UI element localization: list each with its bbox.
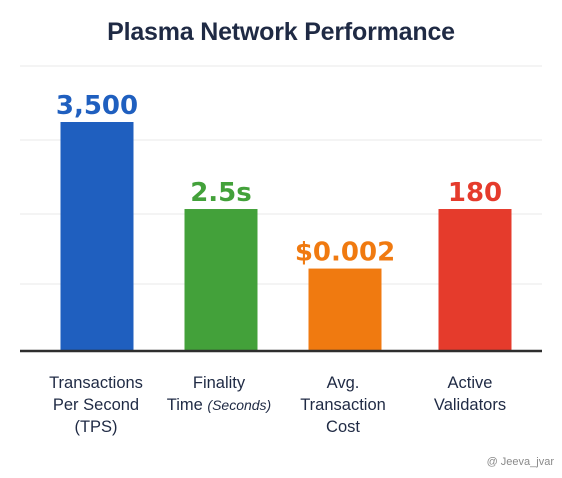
bar [60, 122, 134, 351]
bar [308, 268, 382, 351]
category-label-validators: Active Validators [405, 372, 535, 416]
data-labels: 3,500 2.5s $0.002 180 [56, 91, 502, 268]
data-label: 2.5s [190, 178, 252, 208]
category-label-text: Time [166, 396, 208, 414]
watermark-text: @ Jeeva_jvar [486, 456, 554, 468]
bar [438, 209, 512, 351]
category-label-line: Transaction [300, 396, 386, 414]
data-label: 3,500 [56, 91, 138, 121]
data-label: $0.002 [295, 238, 395, 268]
category-label-line: Transactions [49, 374, 143, 392]
category-label-line: Per Second [52, 396, 140, 414]
category-label-line: (TPS) [74, 418, 118, 436]
category-label-cost: Avg. Transaction Cost [278, 372, 408, 438]
data-label: 180 [448, 178, 502, 208]
category-label-line: Validators [433, 396, 507, 414]
chart-title: Plasma Network Performance [107, 18, 455, 46]
category-label-unit: (Seconds) [207, 397, 272, 413]
category-label-line: Active [447, 374, 493, 392]
bars [60, 122, 512, 351]
category-label-line: Cost [326, 418, 360, 436]
category-label-tps: Transactions Per Second (TPS) [31, 372, 161, 438]
category-label-finality: Finality Time (Seconds) [154, 372, 284, 416]
watermark: @ Jeeva_jvar [487, 456, 554, 468]
bar [184, 209, 258, 351]
category-label-line: Finality [192, 374, 246, 392]
category-label-line: Time (Seconds) [154, 394, 284, 416]
category-label-line: Avg. [326, 374, 360, 392]
